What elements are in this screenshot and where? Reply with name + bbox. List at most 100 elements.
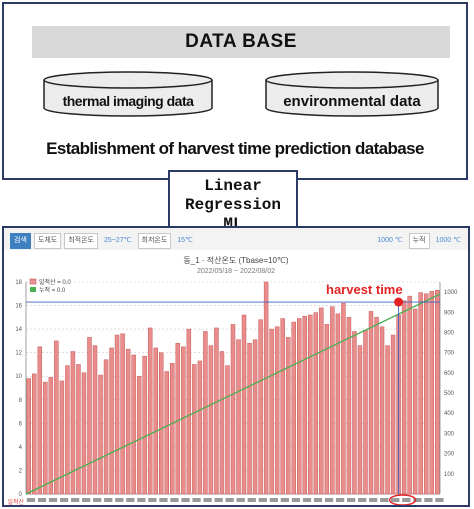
bar (164, 371, 169, 495)
x-tick-label (435, 498, 444, 502)
plot-area: 0 2 4 6 8 10 12 14 16 18 100 200 300 400 500 600 700 800 9… (7, 280, 458, 506)
bar (81, 372, 87, 495)
x-tick-label (203, 498, 212, 502)
bar (401, 300, 407, 495)
harvest-date-highlight (388, 494, 417, 505)
database-item-environmental: environmental data (283, 93, 421, 110)
bar (258, 319, 263, 495)
bar (48, 377, 54, 495)
x-tick-label (225, 498, 234, 502)
y-tick-label: 18 (15, 280, 22, 286)
x-tick-label (137, 498, 146, 502)
toolbar-optimal-temp-button[interactable]: 최적온도 (64, 233, 98, 249)
bar (54, 340, 59, 495)
x-tick-label (324, 498, 334, 502)
toolbar-min-temp-value: 15℃ (177, 237, 193, 244)
y2-tick-label: 700 (444, 351, 455, 357)
bar (70, 351, 76, 495)
x-tick-label (380, 498, 389, 502)
bar (241, 314, 247, 495)
x-tick-label (192, 498, 201, 502)
legend-swatch-cumulative (30, 287, 36, 292)
bar (219, 351, 225, 495)
accumulated-temperature-chart: 동_1 · 적산온도 (Tbase=10℃) 2022/05/18 ~ 2022… (4, 250, 468, 506)
y2-tick-label: 500 (444, 391, 455, 397)
y2-tick-label: 300 (444, 431, 455, 437)
bar (120, 333, 125, 495)
x-tick-label (302, 498, 312, 502)
x-tick-label (148, 498, 157, 502)
x-tick-label (402, 498, 411, 502)
bar (274, 326, 280, 495)
y2-tick-label: 400 (444, 411, 455, 417)
y2-tick-label: 600 (444, 371, 455, 377)
bar (324, 324, 330, 495)
database-caption: Establishment of harvest time prediction… (46, 139, 424, 158)
bar (131, 354, 136, 495)
bar (65, 365, 70, 495)
bar (98, 374, 103, 495)
x-tick-label (159, 498, 168, 502)
bar (341, 302, 346, 495)
bar (291, 321, 296, 495)
y2-tick-label: 900 (444, 310, 455, 316)
bar (26, 378, 31, 495)
bar (407, 295, 412, 495)
x-tick-label (335, 498, 345, 502)
bar (330, 306, 335, 495)
x-tick-label (170, 498, 179, 502)
x-first-label: 일적산 (7, 498, 24, 506)
toolbar-search-button[interactable]: 검색 (10, 233, 31, 249)
bar (435, 289, 440, 495)
y-tick-label: 12 (15, 351, 22, 357)
x-tick-label (48, 498, 58, 502)
bar (37, 346, 43, 495)
y2-tick-label: 100 (444, 472, 455, 478)
x-tick-label (269, 498, 278, 502)
x-tick-label (313, 498, 323, 502)
cylinder-environmental: environmental data (265, 71, 439, 117)
bar (214, 327, 219, 495)
bar (170, 363, 175, 495)
bar (136, 375, 142, 495)
bar (363, 330, 368, 495)
bar (153, 347, 158, 495)
bar (186, 328, 192, 495)
x-tick-label (82, 498, 91, 502)
toolbar-min-temp-button[interactable]: 최저온도 (137, 233, 172, 249)
bar (302, 315, 307, 495)
x-tick-label (214, 498, 223, 502)
legend-swatch-daily (29, 278, 37, 285)
bar (192, 364, 197, 495)
bar (346, 317, 352, 495)
bar (87, 337, 92, 495)
bar (125, 348, 131, 495)
bar (285, 337, 291, 495)
toolbar-optimal-temp-value: 25~27℃ (103, 237, 132, 244)
chart-subtitle: 2022/05/18 ~ 2022/08/02 (197, 268, 275, 275)
bar (175, 342, 181, 495)
x-tick-label (247, 498, 256, 502)
toolbar-threshold-value: 1000 ℃ (377, 237, 403, 244)
x-tick-label (291, 498, 301, 502)
cylinder-thermal-imaging: thermal imaging data (43, 71, 213, 117)
bar (297, 318, 302, 495)
bar (230, 324, 236, 495)
bar (142, 355, 147, 495)
bar (252, 339, 258, 495)
bar (92, 345, 98, 495)
database-header: DATA BASE (32, 26, 450, 58)
y2-tick-label: 800 (444, 330, 455, 336)
bar (32, 373, 37, 495)
toolbar-cumulative-button[interactable]: 누적 (408, 233, 430, 249)
database-cylinders: thermal imaging data environmental data (43, 71, 439, 117)
database-panel: DATA BASE thermal imaging data environme… (2, 2, 468, 180)
x-tick-label (358, 498, 367, 502)
bar (76, 364, 81, 495)
y-tick-label: 8 (19, 398, 23, 404)
bar (423, 293, 429, 495)
y-tick-label: 14 (15, 327, 22, 333)
toolbar-map-button[interactable]: 도체도 (33, 233, 62, 249)
y-tick-label: 6 (19, 421, 23, 427)
x-tick-label (104, 498, 113, 502)
